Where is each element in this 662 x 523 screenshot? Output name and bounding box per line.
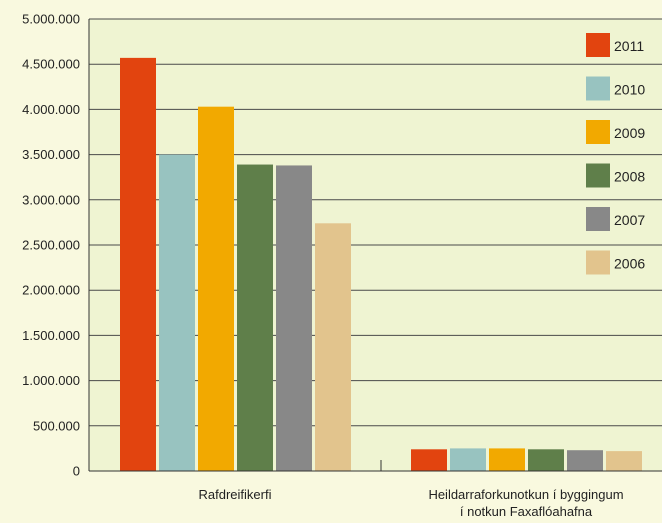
y-tick-label: 1.000.000	[22, 373, 80, 388]
legend-swatch-2008	[586, 163, 610, 188]
legend-swatch-2009	[586, 120, 610, 144]
legend-swatch-2006	[586, 250, 610, 275]
bar-2011-1	[120, 57, 156, 471]
y-tick-label: 4.500.000	[22, 57, 80, 72]
y-tick-label: 0	[73, 464, 80, 479]
bar-2006-2	[606, 451, 642, 471]
y-tick-label: 500.000	[33, 418, 80, 433]
bar-2010-2	[450, 448, 486, 471]
bar-2008-1	[237, 164, 273, 471]
bar-2006-1	[315, 223, 351, 471]
legend-swatch-2011	[586, 33, 610, 57]
legend-label-2007: 2007	[614, 212, 645, 228]
bar-2009-2	[489, 448, 525, 471]
category-label: Rafdreifikerfi	[199, 487, 272, 502]
y-tick-label: 2.000.000	[22, 283, 80, 298]
y-tick-label: 1.500.000	[22, 328, 80, 343]
legend-label-2008: 2008	[614, 169, 645, 185]
legend-label-2006: 2006	[614, 256, 645, 272]
legend-swatch-2007	[586, 207, 610, 231]
y-tick-label: 3.500.000	[22, 147, 80, 162]
legend-swatch-2010	[586, 76, 610, 101]
category-label: Heildarraforkunotkun í byggingum í notkun…	[428, 487, 623, 519]
legend-label-2011: 2011	[614, 38, 644, 54]
y-tick-label: 3.000.000	[22, 192, 80, 207]
legend-label-2010: 2010	[614, 82, 645, 98]
bar-2009-1	[198, 106, 234, 472]
bar-2007-2	[567, 450, 603, 471]
y-tick-label: 5.000.000	[22, 12, 80, 27]
bar-2010-1	[159, 154, 195, 471]
legend-label-2009: 2009	[614, 125, 645, 141]
y-tick-label: 2.500.000	[22, 238, 80, 253]
y-tick-label: 4.000.000	[22, 102, 80, 117]
bar-2008-2	[528, 449, 564, 471]
bar-2011-2	[411, 449, 447, 471]
bar-2007-1	[276, 165, 312, 471]
